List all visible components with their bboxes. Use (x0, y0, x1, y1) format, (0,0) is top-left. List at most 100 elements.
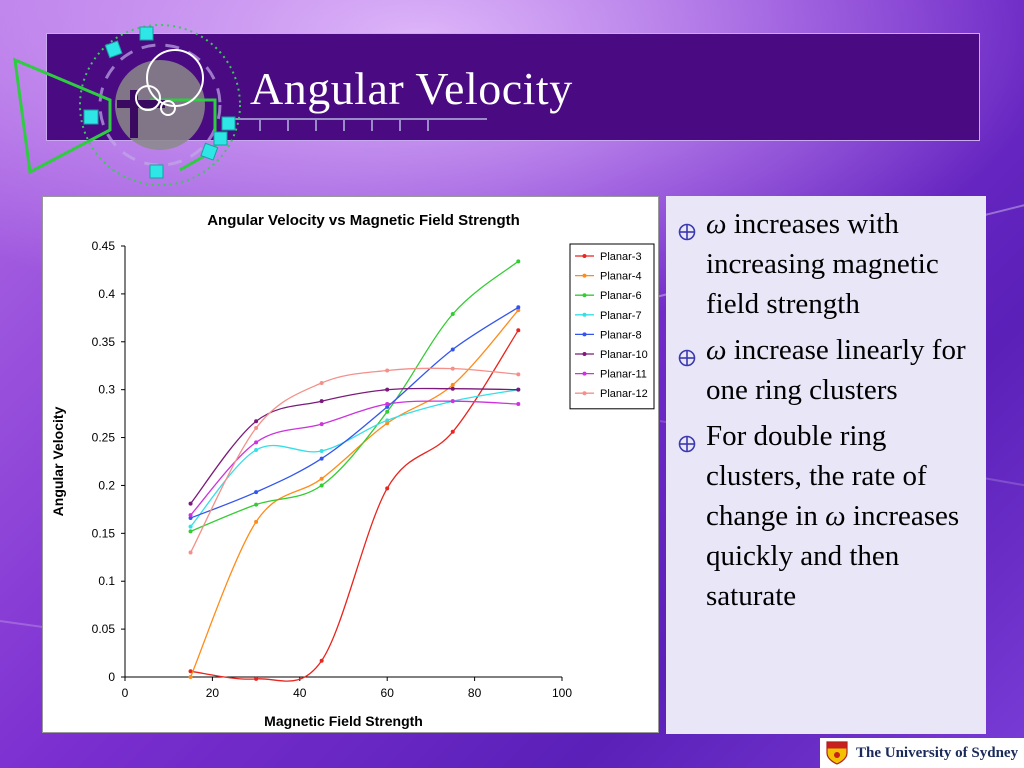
y-tick-label: 0.4 (98, 287, 115, 301)
y-tick-label: 0 (108, 670, 115, 684)
data-point (319, 483, 324, 488)
crest-icon (826, 741, 848, 765)
data-point (385, 387, 390, 392)
data-point (254, 440, 259, 445)
legend-label: Planar-11 (600, 369, 647, 381)
y-tick-label: 0.35 (92, 335, 116, 349)
data-point (450, 399, 455, 404)
legend-swatch-marker (582, 332, 587, 337)
legend-label: Planar-10 (600, 349, 648, 361)
bullet-text: ω increases with increasing magnetic fie… (706, 204, 972, 324)
data-point (516, 372, 521, 377)
series-line (190, 387, 519, 505)
series-line (190, 260, 519, 533)
chart-panel: Angular Velocity vs Magnetic Field Stren… (42, 196, 659, 733)
legend-swatch-marker (582, 293, 587, 298)
data-point (319, 476, 324, 481)
x-tick-label: 20 (206, 686, 220, 700)
data-point (385, 486, 390, 491)
bullet-item: ω increase linearly for one ring cluster… (678, 330, 972, 410)
line-chart: Angular Velocity vs Magnetic Field Stren… (50, 212, 655, 729)
data-point (450, 429, 455, 434)
data-point (188, 669, 193, 674)
bullet-body: increase linearly for one ring clusters (706, 334, 966, 406)
data-point (450, 347, 455, 352)
x-tick-label: 60 (381, 686, 395, 700)
university-name: The University of Sydney (856, 744, 1019, 761)
legend-label: Planar-3 (600, 251, 642, 263)
data-point (254, 519, 259, 524)
series-line (190, 306, 519, 519)
data-point (385, 421, 390, 426)
x-tick-label: 80 (468, 686, 482, 700)
bullet-body: increases with increasing magnetic field… (706, 208, 939, 320)
data-point (254, 490, 259, 495)
omega-symbol: ω (706, 208, 727, 240)
data-point (188, 550, 193, 555)
series-line (190, 389, 519, 528)
y-tick-label: 0.3 (98, 383, 115, 397)
data-point (385, 409, 390, 414)
data-point (319, 422, 324, 427)
data-point (319, 399, 324, 404)
y-tick-label: 0.25 (92, 431, 116, 445)
slide-title: Angular Velocity (250, 63, 573, 114)
data-point (450, 312, 455, 317)
data-point (188, 524, 193, 529)
data-point (254, 676, 259, 681)
legend-label: Planar-4 (600, 271, 642, 283)
data-point (319, 380, 324, 385)
bullet-text: For double ring clusters, the rate of ch… (706, 416, 972, 616)
bullet-body: increases quickly and then saturate (706, 500, 960, 612)
x-axis-label: Magnetic Field Strength (264, 713, 423, 729)
data-point (254, 502, 259, 507)
omega-symbol: ω (706, 334, 727, 366)
legend-swatch-marker (582, 312, 587, 317)
bullet-item: ω increases with increasing magnetic fie… (678, 204, 972, 324)
data-point (516, 402, 521, 407)
data-point (516, 308, 521, 313)
data-point (385, 404, 390, 409)
bullet-item: For double ring clusters, the rate of ch… (678, 416, 972, 616)
data-point (516, 259, 521, 264)
data-point (188, 516, 193, 521)
data-point (254, 448, 259, 453)
y-tick-label: 0.15 (92, 526, 116, 540)
x-tick-label: 100 (552, 686, 572, 700)
cluster-logo-graphic (13, 24, 241, 186)
data-point (188, 501, 193, 506)
chart-title: Angular Velocity vs Magnetic Field Stren… (207, 212, 520, 229)
y-tick-label: 0.2 (98, 478, 115, 492)
y-tick-label: 0.45 (92, 239, 116, 253)
legend-swatch-marker (582, 273, 587, 278)
data-point (385, 368, 390, 373)
crosshair-bullet-icon (678, 416, 706, 464)
legend-label: Planar-7 (600, 310, 642, 322)
legend-label: Planar-8 (600, 329, 642, 341)
data-point (319, 448, 324, 453)
data-point (188, 529, 193, 534)
data-point (385, 418, 390, 423)
data-point (516, 328, 521, 333)
legend-swatch-marker (582, 391, 587, 396)
legend-swatch-marker (582, 254, 587, 258)
crosshair-bullet-icon (678, 330, 706, 378)
data-point (319, 658, 324, 663)
legend-box (569, 243, 655, 410)
y-tick-label: 0.05 (92, 622, 116, 636)
text-panel: ω increases with increasing magnetic fie… (666, 196, 986, 734)
legend-swatch-marker (582, 371, 587, 376)
bullet-text: ω increase linearly for one ring cluster… (706, 330, 972, 410)
legend-label: Planar-12 (600, 388, 648, 400)
bullet-prefix: For double ring clusters, the rate of ch… (706, 420, 927, 532)
omega-symbol: ω (825, 500, 846, 532)
title-ruler-decoration (232, 118, 487, 131)
series-line (190, 400, 519, 516)
x-tick-label: 0 (122, 686, 129, 700)
data-point (450, 386, 455, 391)
data-point (254, 419, 259, 424)
data-point (385, 402, 390, 407)
data-point (188, 675, 193, 679)
series-line (190, 329, 519, 682)
data-point (319, 456, 324, 461)
